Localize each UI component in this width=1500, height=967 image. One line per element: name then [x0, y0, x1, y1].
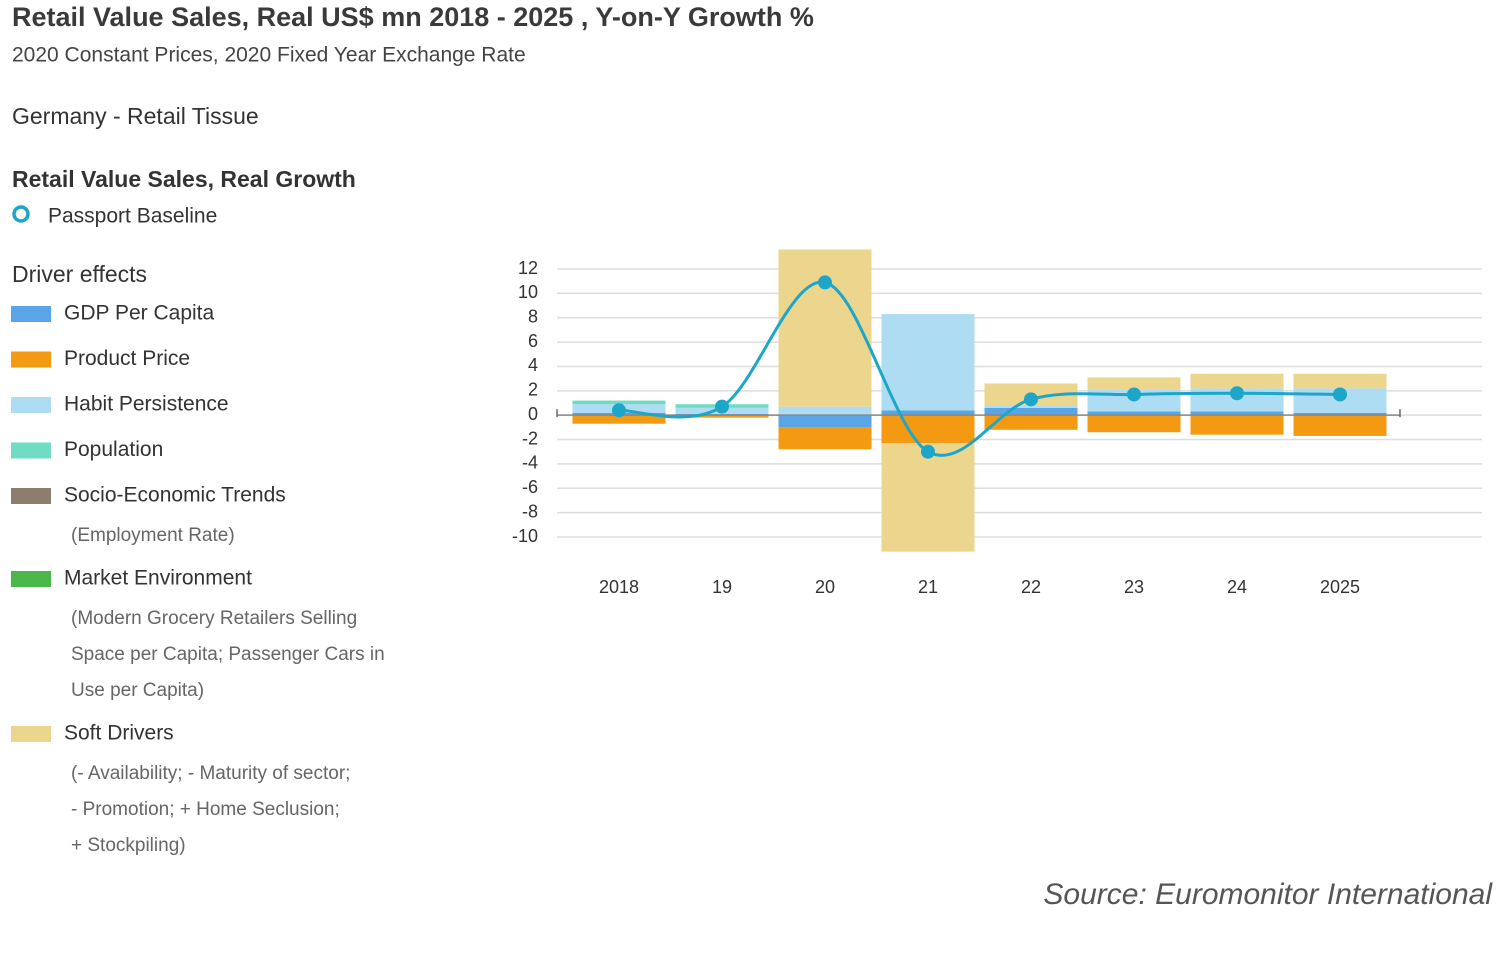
x-tick-label: 21	[918, 577, 938, 597]
legend-description: Space per Capita; Passenger Cars in	[71, 644, 385, 665]
y-tick-label: 10	[518, 282, 538, 302]
bar-segment	[675, 415, 769, 418]
bar-segment	[881, 410, 975, 416]
bar-segment	[984, 407, 1078, 416]
legend-description: (Employment Rate)	[71, 525, 235, 546]
x-tick-label: 20	[815, 577, 835, 597]
bar-segment	[778, 406, 872, 416]
legend-swatch	[11, 726, 51, 742]
baseline-point	[1024, 392, 1038, 407]
y-tick-label: 6	[528, 331, 538, 351]
x-tick-label: 23	[1124, 577, 1144, 597]
legend-label: GDP Per Capita	[64, 302, 214, 325]
y-tick-label: -8	[522, 501, 538, 521]
legend-description: - Promotion; + Home Seclusion;	[71, 799, 340, 820]
x-tick-label: 19	[712, 577, 732, 597]
legend-swatch	[11, 397, 51, 413]
y-tick-label: -2	[522, 428, 538, 448]
baseline-point	[612, 403, 626, 418]
bar-segment	[984, 415, 1078, 430]
bar-segment	[1190, 415, 1284, 435]
legend-swatch	[11, 488, 51, 504]
x-tick-label: 24	[1227, 577, 1247, 597]
bar-segment	[1190, 411, 1284, 416]
legend-swatch	[11, 571, 51, 587]
bar-segment	[572, 415, 666, 424]
chart-subtitle: 2020 Constant Prices, 2020 Fixed Year Ex…	[12, 44, 526, 67]
legend-label: Habit Persistence	[64, 393, 229, 416]
bar-segment	[1087, 411, 1181, 416]
y-tick-label: -4	[522, 453, 538, 473]
legend-swatch	[11, 351, 51, 368]
source: Source: Euromonitor International	[1043, 878, 1493, 911]
y-tick-label: 8	[528, 306, 538, 326]
y-tick-label: 0	[528, 404, 538, 424]
market-label: Germany - Retail Tissue	[12, 103, 259, 129]
bar-segment	[1087, 377, 1181, 390]
bar-segment	[572, 400, 666, 405]
baseline-point	[1230, 386, 1244, 401]
legend-label: Passport Baseline	[48, 205, 217, 228]
legend-description: (Modern Grocery Retailers Selling	[71, 608, 357, 629]
baseline-point	[1127, 387, 1141, 402]
bar-segment	[778, 415, 872, 428]
legend-swatch	[11, 306, 51, 322]
legend-label: Market Environment	[64, 567, 252, 590]
legend-description: Use per Capita)	[71, 680, 204, 701]
baseline-point	[715, 399, 729, 414]
legend-label: Soft Drivers	[64, 722, 174, 745]
line-legend-title: Retail Value Sales, Real Growth	[12, 166, 356, 192]
bar-segment	[984, 405, 1078, 408]
baseline-point	[1333, 387, 1347, 402]
bar-segment	[1293, 373, 1387, 389]
bar-segment	[1190, 373, 1284, 389]
baseline-point	[818, 275, 832, 290]
legend-description: (- Availability; - Maturity of sector;	[71, 763, 350, 784]
legend-label: Population	[64, 438, 163, 461]
baseline-point	[921, 444, 935, 459]
chart-title: Retail Value Sales, Real US$ mn 2018 - 2…	[12, 2, 814, 32]
legend-description: + Stockpiling)	[71, 835, 186, 856]
bar-legend-title: Driver effects	[12, 261, 147, 287]
bar-segment	[881, 314, 975, 411]
y-tick-label: -10	[512, 526, 538, 546]
y-tick-label: 2	[528, 380, 538, 400]
bar-segment	[778, 427, 872, 450]
x-tick-label: 2018	[599, 577, 639, 597]
bar-segment	[881, 443, 975, 552]
legend-swatch	[11, 442, 51, 459]
bar-segment	[1293, 415, 1387, 436]
y-tick-label: 4	[528, 355, 538, 375]
bar-segment	[1087, 415, 1181, 433]
x-tick-label: 22	[1021, 577, 1041, 597]
legend-marker	[12, 205, 30, 223]
legend-label: Socio-Economic Trends	[64, 484, 286, 507]
y-tick-label: -6	[522, 477, 538, 497]
y-tick-label: 12	[518, 258, 538, 278]
baseline-line	[618, 280, 1341, 457]
x-tick-label: 2025	[1320, 577, 1360, 597]
bar-segment	[778, 249, 872, 407]
bar-segment	[881, 415, 975, 444]
bar-segment	[1293, 412, 1387, 416]
legend-label: Product Price	[64, 347, 190, 370]
